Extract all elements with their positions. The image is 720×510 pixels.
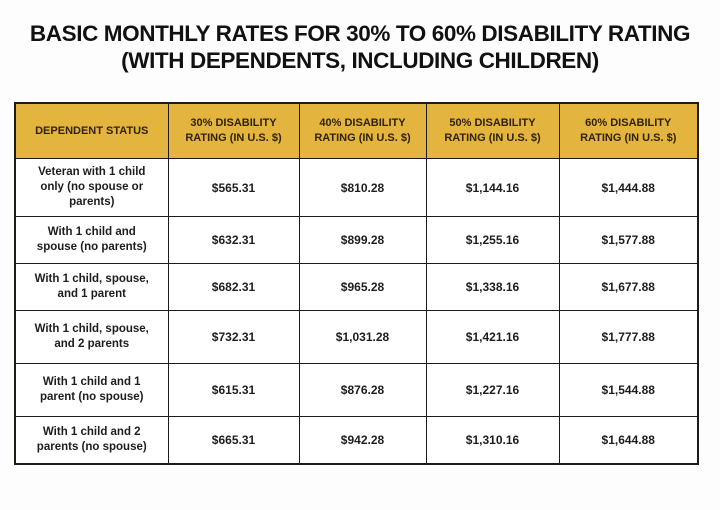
rate-cell: $615.31 xyxy=(167,363,300,418)
table-header-row: DEPENDENT STATUS 30% DISABILITY RATING (… xyxy=(14,102,699,160)
page-title-line2: (WITH DEPENDENTS, INCLUDING CHILDREN) xyxy=(121,48,599,74)
rate-cell: $682.31 xyxy=(167,263,300,312)
rate-cell: $1,421.16 xyxy=(425,310,560,365)
rate-cell: $965.28 xyxy=(298,263,427,312)
column-header-60-percent: 60% DISABILITY RATING (IN U.S. $) xyxy=(558,102,699,160)
rate-cell: $1,227.16 xyxy=(425,363,560,418)
row-status-cell: Veteran with 1 child only (no spouse or … xyxy=(14,158,169,218)
rate-cell: $1,338.16 xyxy=(425,263,560,312)
column-header-30-percent: 30% DISABILITY RATING (IN U.S. $) xyxy=(167,102,300,160)
rate-cell: $665.31 xyxy=(167,416,300,465)
rate-cell: $1,644.88 xyxy=(558,416,699,465)
row-status-cell: With 1 child, spouse, and 1 parent xyxy=(14,263,169,312)
rate-cell: $732.31 xyxy=(167,310,300,365)
rate-cell: $810.28 xyxy=(298,158,427,218)
page-title-line1: BASIC MONTHLY RATES FOR 30% TO 60% DISAB… xyxy=(29,21,691,46)
rate-cell: $632.31 xyxy=(167,216,300,265)
rate-cell: $1,031.28 xyxy=(298,310,427,365)
rate-cell: $1,577.88 xyxy=(558,216,699,265)
row-status-cell: With 1 child, spouse, and 2 parents xyxy=(14,310,169,365)
rate-cell: $942.28 xyxy=(298,416,427,465)
rate-cell: $1,444.88 xyxy=(558,158,699,218)
rate-cell: $876.28 xyxy=(298,363,427,418)
row-status-cell: With 1 child and spouse (no parents) xyxy=(14,216,169,265)
column-header-50-percent: 50% DISABILITY RATING (IN U.S. $) xyxy=(425,102,560,160)
rate-cell: $899.28 xyxy=(298,216,427,265)
table-row: With 1 child and 1 parent (no spouse) $6… xyxy=(14,363,699,418)
rate-cell: $1,677.88 xyxy=(558,263,699,312)
row-status-cell: With 1 child and 2 parents (no spouse) xyxy=(14,416,169,465)
column-header-40-percent: 40% DISABILITY RATING (IN U.S. $) xyxy=(298,102,427,160)
rate-cell: $1,544.88 xyxy=(558,363,699,418)
table-row: Veteran with 1 child only (no spouse or … xyxy=(14,158,699,218)
rate-cell: $1,144.16 xyxy=(425,158,560,218)
rates-table: DEPENDENT STATUS 30% DISABILITY RATING (… xyxy=(14,101,699,465)
rate-cell: $1,777.88 xyxy=(558,310,699,365)
rate-cell: $1,310.16 xyxy=(425,416,560,465)
rate-cell: $1,255.16 xyxy=(425,216,560,265)
page-title: BASIC MONTHLY RATES FOR 30% TO 60% DISAB… xyxy=(0,0,720,75)
table-row: With 1 child and spouse (no parents) $63… xyxy=(14,216,699,265)
row-status-cell: With 1 child and 1 parent (no spouse) xyxy=(14,363,169,418)
column-header-dependent-status: DEPENDENT STATUS xyxy=(14,102,169,160)
table-row: With 1 child, spouse, and 1 parent $682.… xyxy=(14,263,699,312)
table-row: With 1 child and 2 parents (no spouse) $… xyxy=(14,416,699,465)
rate-cell: $565.31 xyxy=(167,158,300,218)
table-row: With 1 child, spouse, and 2 parents $732… xyxy=(14,310,699,365)
